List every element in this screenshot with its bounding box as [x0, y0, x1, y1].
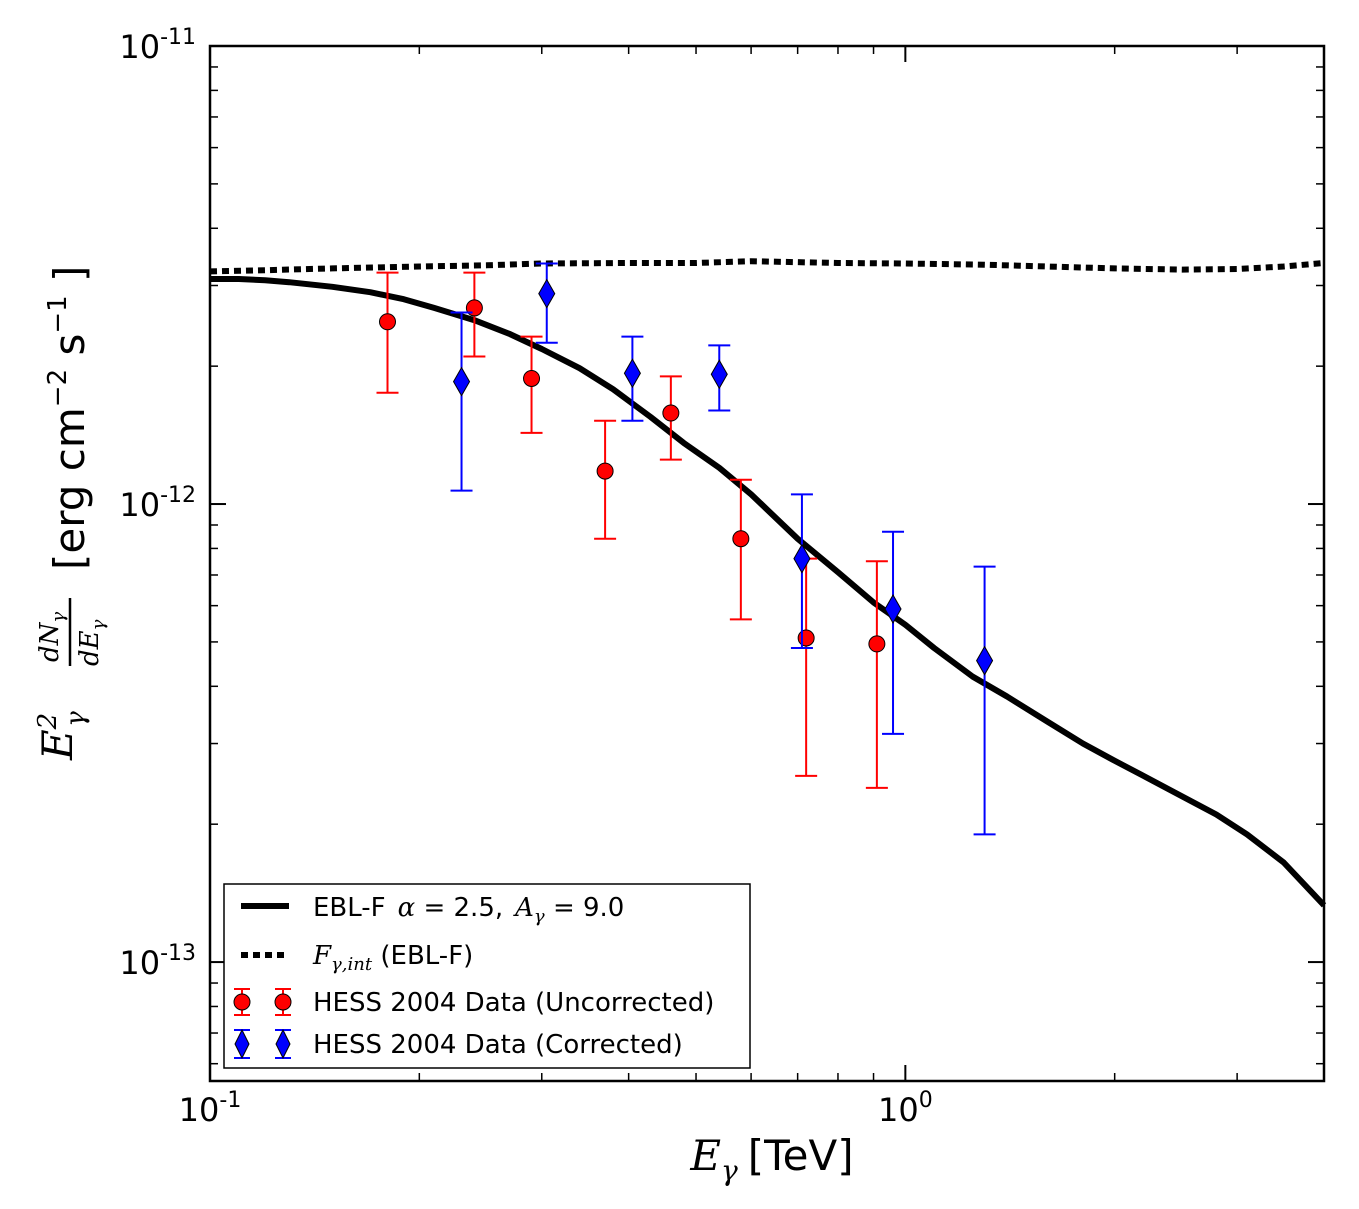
uncorrected-point [465, 299, 483, 317]
uncorrected-point [797, 629, 815, 647]
corrected-point [538, 278, 556, 309]
uncorrected-point [868, 635, 886, 653]
corrected-point [710, 359, 728, 390]
y-tick-label: 10-12 [119, 483, 196, 524]
corrected-point [884, 593, 902, 625]
y-axis-label-formula: E2γ [33, 711, 91, 761]
legend-box [223, 883, 751, 1069]
corrected-point [623, 358, 641, 389]
x-axis-label: Eγ [TeV] [689, 1131, 853, 1187]
legend-label-corrected: HESS 2004 Data (Corrected) [313, 1030, 683, 1060]
svg-text:dEγ: dEγ [75, 619, 109, 666]
corrected-point [793, 543, 811, 574]
x-tick-label: 10-1 [179, 1088, 242, 1129]
y-tick-label: 10-11 [119, 25, 196, 66]
legend-label-model: EBL-F α = 2.5, Aγ = 9.0 [313, 893, 624, 927]
legend-label-uncorrected: HESS 2004 Data (Uncorrected) [313, 988, 714, 1018]
uncorrected-point [732, 530, 750, 548]
uncorrected-point [596, 462, 614, 480]
model-line [210, 276, 1327, 908]
plot-layer [209, 258, 1327, 908]
legend-swatch-uncorrected [233, 988, 292, 1016]
y-axis-label-fraction: dNγ dEγ [35, 598, 109, 666]
y-tick-label: 10-13 [119, 941, 196, 982]
intrinsic-flux-line [209, 258, 1325, 275]
y-axis-label: E2γ dNγ dEγ [erg cm−2 s−1 ] [33, 266, 109, 761]
corrected-point [452, 366, 471, 397]
legend-swatch-corrected [234, 1028, 291, 1060]
uncorrected-point [523, 369, 541, 387]
uncorrected-point [662, 404, 680, 422]
plot-frame [208, 44, 1326, 1083]
uncorrected-point [379, 313, 397, 331]
legend-label-intrinsic: Fγ,int (EBL-F) [312, 941, 473, 975]
x-tick-label: 100 [878, 1088, 933, 1129]
corrected-point [976, 645, 994, 676]
legend: EBL-F α = 2.5, Aγ = 9.0 Fγ,int (EBL-F) HES… [223, 883, 751, 1069]
axis-layer: 10-1 100 10-11 10-12 10-13 [119, 25, 1324, 1129]
svg-text:dNγ: dNγ [35, 612, 69, 662]
y-axis-label-unit: [erg cm−2 s−1 ] [43, 266, 94, 570]
